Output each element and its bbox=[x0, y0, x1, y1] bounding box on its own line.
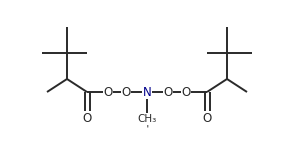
Text: CH₃: CH₃ bbox=[137, 114, 157, 124]
Text: |: | bbox=[145, 117, 149, 127]
Text: O: O bbox=[202, 111, 212, 125]
Text: O: O bbox=[163, 85, 173, 98]
Text: O: O bbox=[121, 85, 131, 98]
Text: O: O bbox=[103, 85, 113, 98]
Text: O: O bbox=[181, 85, 191, 98]
Text: N: N bbox=[143, 85, 151, 98]
Text: O: O bbox=[82, 111, 92, 125]
